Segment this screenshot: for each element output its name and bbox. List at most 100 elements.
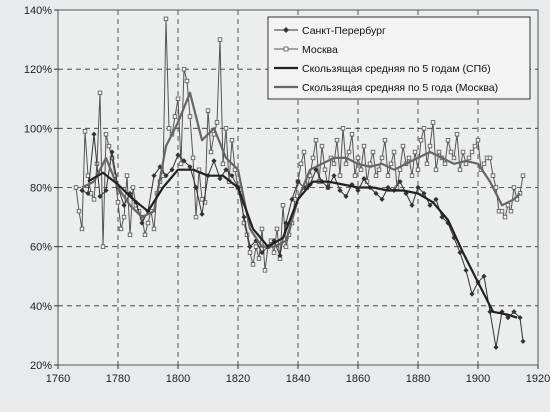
spb-point — [289, 196, 295, 202]
moscow-point — [457, 167, 463, 172]
y-tick-label: 100% — [24, 123, 52, 135]
legend-marker-diamond — [283, 27, 289, 33]
moscow-point — [118, 226, 124, 232]
spb-point — [259, 249, 265, 256]
moscow-point — [121, 214, 127, 220]
moscow-point — [487, 155, 493, 161]
moscow-point — [445, 137, 451, 143]
moscow-point — [79, 226, 85, 232]
spb-point — [121, 202, 127, 208]
moscow-point — [181, 66, 187, 72]
legend-label-2: Скользящая средняя по 5 годам (СПб) — [302, 63, 491, 75]
spb-point — [181, 158, 187, 164]
moscow-point — [355, 155, 361, 161]
spb-point — [337, 187, 343, 194]
moscow-point — [331, 161, 337, 167]
spb-point — [379, 196, 385, 202]
series-line-2 — [87, 168, 518, 319]
moscow-point — [175, 96, 181, 101]
moscow-point — [385, 173, 391, 178]
spb-point — [229, 173, 235, 179]
moscow-point — [379, 155, 385, 161]
y-tick-label: 40% — [30, 301, 52, 313]
x-tick-label: 1800 — [166, 373, 190, 385]
moscow-point — [442, 161, 448, 167]
spb-point — [163, 173, 169, 179]
moscow-point — [406, 155, 412, 161]
moscow-point — [178, 161, 184, 167]
y-tick-label: 120% — [24, 64, 52, 76]
moscow-point — [370, 149, 376, 155]
moscow-point — [349, 132, 355, 137]
moscow-point — [259, 226, 265, 232]
moscow-point — [205, 108, 211, 113]
moscow-point — [415, 167, 421, 172]
moscow-point — [256, 256, 262, 261]
moscow-point — [400, 143, 406, 149]
y-tick-label: 60% — [30, 242, 52, 254]
x-tick-label: 1780 — [106, 373, 130, 385]
spb-point — [511, 309, 517, 315]
moscow-point — [448, 149, 454, 155]
spb-point — [463, 267, 469, 273]
moscow-point — [223, 126, 229, 131]
legend-label-1: Москва — [302, 44, 338, 56]
moscow-point — [433, 167, 439, 172]
moscow-point — [250, 262, 256, 267]
moscow-point — [106, 143, 112, 149]
moscow-point — [469, 149, 475, 155]
spb-point — [91, 131, 97, 137]
moscow-point — [202, 200, 208, 205]
moscow-point — [172, 114, 178, 119]
spb-point — [241, 214, 247, 220]
moscow-point — [301, 149, 307, 155]
moscow-point — [499, 208, 505, 214]
moscow-point — [124, 173, 130, 178]
moscow-point — [319, 143, 325, 149]
spb-point — [517, 315, 523, 321]
moscow-point — [460, 149, 466, 155]
y-tick-label: 20% — [30, 360, 52, 372]
spb-point — [175, 152, 181, 158]
x-tick-label: 1840 — [286, 373, 310, 385]
moscow-point — [190, 155, 196, 161]
moscow-point — [337, 173, 343, 178]
moscow-point — [313, 137, 319, 143]
moscow-point — [109, 155, 115, 161]
moscow-point — [388, 161, 394, 167]
moscow-point — [421, 126, 427, 131]
moscow-point — [490, 173, 496, 178]
spb-point — [223, 167, 229, 173]
moscow-point — [229, 137, 235, 143]
spb-point — [193, 184, 199, 191]
moscow-point — [193, 214, 199, 220]
moscow-point — [130, 185, 136, 190]
x-axis: 1760 1780 1800 1820 1840 1860 1880 1900 1920 — [46, 365, 550, 385]
legend-marker-square — [283, 46, 289, 52]
moscow-point — [298, 161, 304, 167]
spb-point — [520, 338, 526, 344]
spb-point — [409, 202, 415, 208]
moscow-point — [340, 126, 346, 131]
moscow-point — [352, 173, 358, 178]
moscow-point — [418, 137, 424, 143]
spb-point — [169, 167, 175, 173]
spb-point — [421, 190, 427, 197]
moscow-point — [97, 90, 103, 96]
spb-point — [385, 184, 391, 191]
moscow-point — [310, 155, 316, 161]
spb-point — [373, 190, 379, 197]
moscow-point — [481, 161, 487, 167]
x-tick-label: 1760 — [46, 373, 70, 385]
spb-point — [505, 315, 511, 321]
spb-point — [295, 178, 301, 185]
moscow-point — [253, 244, 259, 249]
legend-label-3: Скользящая средняя по 5 года (Москва) — [302, 82, 498, 94]
moscow-point — [280, 203, 286, 208]
moscow-point — [262, 268, 268, 273]
spb-point — [433, 196, 439, 202]
spb-point — [361, 176, 367, 182]
spb-point — [397, 178, 403, 185]
moscow-point — [409, 173, 415, 178]
